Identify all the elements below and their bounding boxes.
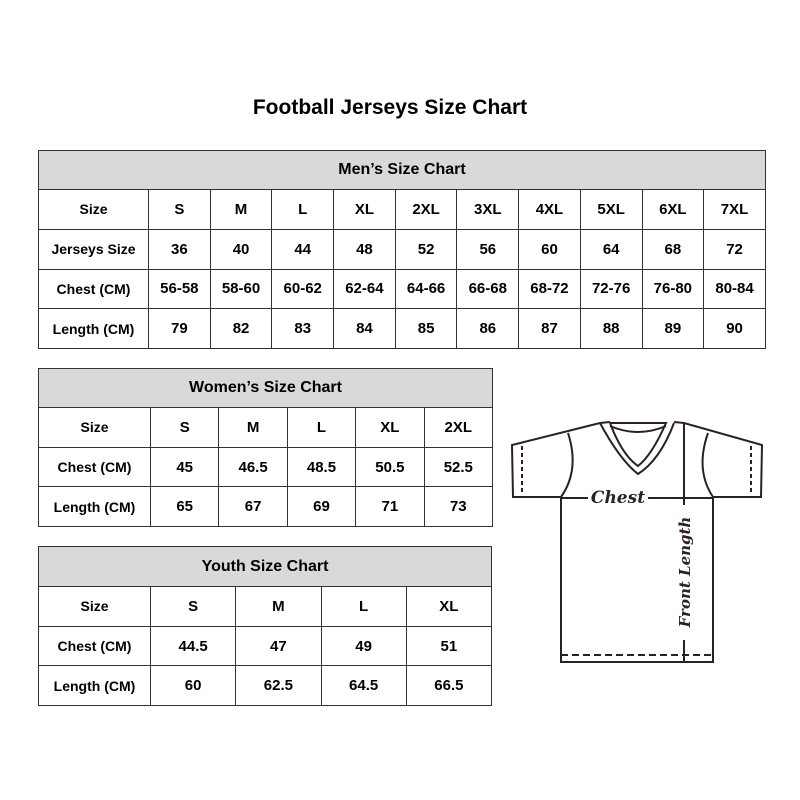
table-cell: 50.5 [355,446,425,488]
table-cell: 83 [271,308,335,349]
table-cell: 4XL [518,189,581,230]
table-cell: 66-68 [456,268,520,310]
table-row: Length (CM) 60 62.5 64.5 66.5 [38,665,493,707]
table-row: Length (CM) 79 82 83 84 85 86 87 88 89 90 [38,308,766,349]
table-cell: 5XL [579,189,643,230]
table-cell: XL [333,189,396,230]
table-cell: 7XL [703,189,766,230]
table-cell: 71 [355,486,425,528]
table-cell: 56-58 [148,268,211,310]
table-cell: 6XL [641,189,705,230]
table-cell: 60 [149,665,237,707]
table-cell: 3XL [456,189,520,230]
table-cell: 60 [518,228,581,270]
table-cell: 62-64 [333,268,396,310]
table-cell: 72-76 [579,268,643,310]
row-label: Length (CM) [38,665,151,707]
table-cell: S [148,189,211,230]
table-row: Chest (CM) 44.5 47 49 51 [38,625,493,667]
table-cell: 85 [394,308,458,349]
table-cell: 69 [286,486,357,528]
table-cell: 47 [235,625,322,667]
table-cell: 64.5 [320,665,407,707]
table-cell: L [320,586,407,627]
page-title: Football Jerseys Size Chart [252,96,528,119]
jersey-outline [510,421,764,663]
table-cell: M [218,407,288,448]
table-cell: 49 [320,625,407,667]
table-cell: S [149,586,237,627]
table-cell: 45 [149,446,220,488]
table-heading: Men’s Size Chart [38,150,766,190]
table-cell: 82 [209,308,273,349]
table-cell: 51 [405,625,493,667]
table-row: Jerseys Size 36 40 44 48 52 56 60 64 68 72 [38,228,766,270]
table-cell: 66.5 [405,665,493,707]
table-cell: 65 [149,486,220,528]
table-cell: 2XL [423,407,494,448]
table-row: Chest (CM) 45 46.5 48.5 50.5 52.5 [38,446,494,488]
table-cell: 2XL [394,189,458,230]
table-cell: M [235,586,322,627]
table-cell: 62.5 [235,665,322,707]
row-label: Size [38,189,149,230]
row-label: Jerseys Size [38,228,149,270]
table-cell: 86 [456,308,520,349]
table-cell: M [209,189,273,230]
table-heading: Youth Size Chart [37,546,493,587]
row-label: Length (CM) [38,308,149,349]
table-cell: 60-62 [271,268,335,310]
row-label: Length (CM) [38,486,151,528]
table-cell: 68-72 [518,268,581,310]
chest-label: Chest [591,488,645,508]
jersey-diagram: Chest Front Length [510,421,764,663]
table-cell: 64 [579,228,643,270]
table-cell: 44.5 [149,625,237,667]
table-cell: 72 [703,228,766,270]
row-label: Chest (CM) [38,446,151,488]
table-cell: 89 [641,308,705,349]
table-cell: 67 [218,486,288,528]
table-cell: 68 [641,228,705,270]
table-row: Size S M L XL 2XL [38,407,494,448]
table-row: Size S M L XL 2XL 3XL 4XL 5XL 6XL 7XL [38,189,766,230]
row-label: Chest (CM) [38,625,151,667]
womens-size-chart: Women’s Size Chart Size S M L XL 2XL Chest (CM)… [37,368,494,528]
table-cell: 44 [271,228,335,270]
table-cell: 79 [148,308,211,349]
row-label: Size [38,586,151,627]
table-cell: 52.5 [423,446,494,488]
youth-size-chart: Youth Size Chart Size S M L XL Chest (CM) 44.5 4… [37,546,493,707]
table-cell: L [271,189,335,230]
front-length-label: Front Length [676,517,694,629]
table-cell: L [286,407,357,448]
table-cell: 88 [579,308,643,349]
table-cell: 52 [394,228,458,270]
table-cell: 36 [148,228,211,270]
table-cell: 76-80 [641,268,705,310]
table-cell: 48 [333,228,396,270]
table-row: Chest (CM) 56-58 58-60 60-62 62-64 64-66 66-68… [38,268,766,310]
table-cell: 84 [333,308,396,349]
table-cell: 40 [209,228,273,270]
row-label: Chest (CM) [38,268,149,310]
table-cell: S [149,407,220,448]
table-cell: 80-84 [703,268,766,310]
table-heading: Women’s Size Chart [37,368,494,408]
row-label: Size [38,407,151,448]
table-cell: XL [405,586,493,627]
table-cell: 46.5 [218,446,288,488]
table-cell: 87 [518,308,581,349]
table-row: Length (CM) 65 67 69 71 73 [38,486,494,528]
table-cell: 73 [423,486,494,528]
table-cell: 48.5 [286,446,357,488]
table-cell: 58-60 [209,268,273,310]
table-cell: XL [355,407,425,448]
mens-size-chart: Men’s Size Chart Size S M L XL 2XL 3XL 4XL 5XL 6XL… [38,150,766,349]
table-cell: 64-66 [394,268,458,310]
table-cell: 90 [703,308,766,349]
table-row: Size S M L XL [38,586,493,627]
table-cell: 56 [456,228,520,270]
